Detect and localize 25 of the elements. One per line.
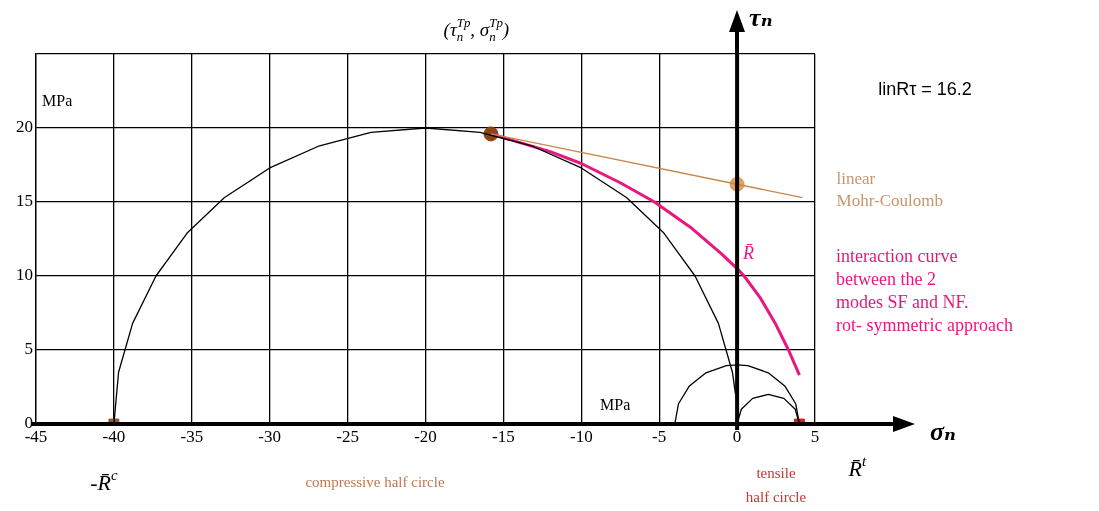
- x-axis-title: σₙ: [930, 417, 956, 446]
- x-tick-label: 0: [732, 426, 742, 446]
- y-tick-label: 0: [24, 413, 33, 433]
- text: linRτ = 16.2: [878, 79, 972, 99]
- x-tick-label: -20: [414, 426, 437, 446]
- y-tick-label: 10: [16, 265, 33, 285]
- x-tick-label: -25: [336, 426, 359, 446]
- x-tick-label: -5: [652, 426, 667, 446]
- x-tick-label: 5: [810, 426, 820, 446]
- annotation: MPa: [42, 92, 73, 109]
- x-tick-label: -35: [180, 426, 204, 446]
- x-tick-label: -10: [569, 426, 593, 446]
- text: interaction curve between the 2 modes SF and NF. rot- symmetric approach: [836, 246, 1013, 335]
- annotation: R̄: [742, 242, 755, 263]
- y-tick-label: 20: [16, 117, 33, 137]
- y-tick-label: 15: [16, 191, 33, 211]
- annotation: linear Mohr-Coulomb: [836, 168, 943, 210]
- x-tick-label: -15: [492, 426, 515, 446]
- text: tensile half circle: [745, 465, 807, 505]
- text: compressive half circle: [305, 474, 445, 490]
- y-axis-title: τₙ: [749, 3, 773, 32]
- annotation: MPa: [600, 396, 631, 413]
- y-tick-label: 5: [24, 339, 33, 359]
- x-tick-label: -40: [102, 426, 126, 446]
- x-tick-label: -30: [258, 426, 282, 446]
